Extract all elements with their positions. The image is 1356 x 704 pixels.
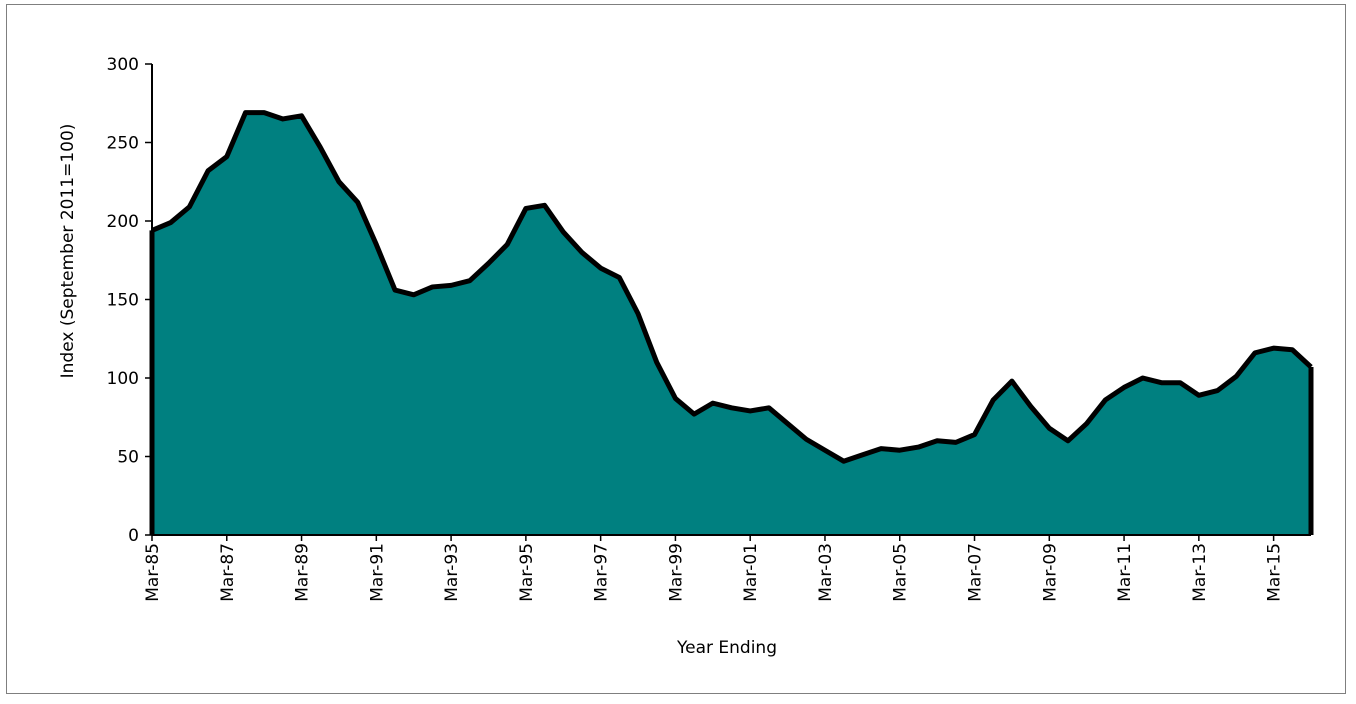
x-tick-label: Mar-95 (517, 543, 537, 602)
area-chart: 0 50 100 150 200 250 300 Mar-85 Mar-87 Mar-89 Mar… (58, 55, 1314, 658)
x-tick-label: Mar-03 (816, 543, 836, 602)
y-axis-title: Index (September 2011=100) (58, 124, 78, 379)
y-tick-label: 50 (117, 448, 139, 468)
x-tick-label: Mar-09 (1040, 543, 1060, 602)
x-tick-label: Mar-07 (966, 543, 986, 602)
x-tick-label: Mar-91 (367, 543, 387, 602)
y-tick-label: 250 (107, 134, 139, 154)
x-tick-label: Mar-97 (592, 543, 612, 602)
x-tick-label: Mar-99 (666, 543, 686, 602)
x-tick-label: Mar-93 (442, 543, 462, 602)
y-tick-label: 200 (107, 212, 139, 232)
x-tick-label: Mar-15 (1265, 543, 1285, 602)
series-line (151, 110, 1313, 464)
x-axis-title: Year Ending (676, 638, 777, 658)
chart-frame: 0 50 100 150 200 250 300 Mar-85 Mar-87 Mar-89 Mar… (6, 4, 1346, 694)
x-tick-label: Mar-01 (741, 543, 761, 602)
y-tick-label: 100 (107, 369, 139, 389)
y-tick-label: 150 (107, 291, 139, 311)
x-tick-label: Mar-05 (891, 543, 911, 602)
x-tick-label: Mar-85 (143, 543, 163, 602)
x-tick-label: Mar-11 (1115, 543, 1135, 602)
x-tick-label: Mar-89 (293, 543, 313, 602)
area-fill (152, 112, 1311, 536)
x-tick-label: Mar-87 (218, 543, 238, 602)
y-tick-label: 300 (107, 55, 139, 75)
y-tick-label: 0 (128, 526, 139, 546)
x-tick-label: Mar-13 (1190, 543, 1210, 602)
